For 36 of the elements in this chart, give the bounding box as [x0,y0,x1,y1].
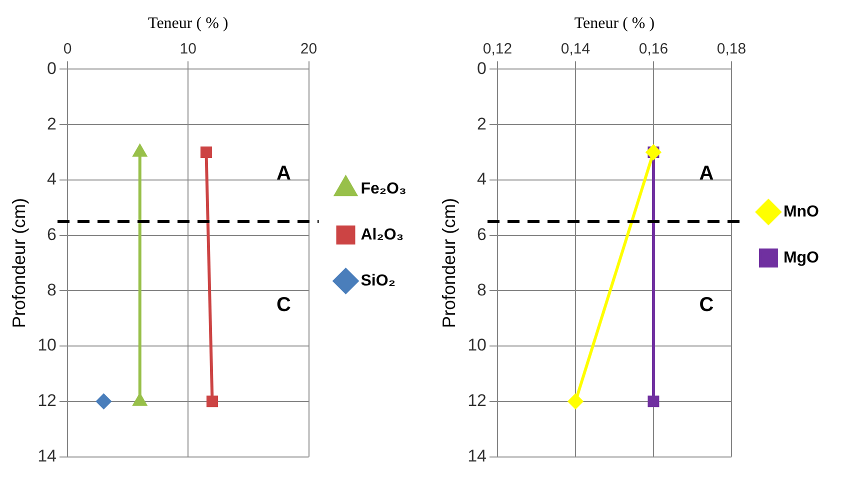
y-tick-label: 8 [477,280,487,300]
legend-label: Al₂O₃ [360,226,404,244]
y-tick-label: 10 [38,336,57,355]
y-tick-label: 4 [477,170,487,189]
y-tick-label: 14 [468,446,487,466]
y-axis-title: Profondeur (cm) [8,198,29,328]
y-tick-label: 8 [47,280,57,300]
legend-label: Fe₂O₃ [360,180,406,198]
annotation: A [699,162,714,184]
x-tick-label: 0,16 [638,40,668,58]
y-tick-label: 6 [47,225,57,244]
legend-label: MnO [783,203,819,220]
y-tick-label: 14 [38,446,57,466]
y-tick-label: 6 [477,225,487,244]
y-tick-label: 12 [38,391,57,410]
x-tick-label: 20 [300,40,318,58]
y-tick-label: 0 [477,58,487,78]
legend-label: SiO₂ [360,272,396,290]
annotation: A [276,162,291,184]
annotation: C [276,294,291,316]
x-tick-label: 0,14 [560,40,590,58]
x-tick-label: 0,18 [716,40,746,58]
y-tick-label: 4 [47,170,57,189]
y-tick-label: 10 [468,336,487,355]
y-tick-label: 0 [47,58,57,78]
y-tick-label: 12 [468,391,487,410]
x-tick-label: 0 [63,40,72,58]
x-tick-label: 0,12 [482,40,512,58]
y-tick-label: 2 [47,114,57,134]
legend-label: MgO [783,249,819,266]
x-axis-title: Teneur ( % ) [574,14,655,32]
x-axis-title: Teneur ( % ) [148,14,228,32]
annotation: C [699,294,714,316]
x-tick-label: 10 [180,40,196,58]
y-axis-title: Profondeur (cm) [438,198,459,328]
y-tick-label: 2 [477,114,487,134]
